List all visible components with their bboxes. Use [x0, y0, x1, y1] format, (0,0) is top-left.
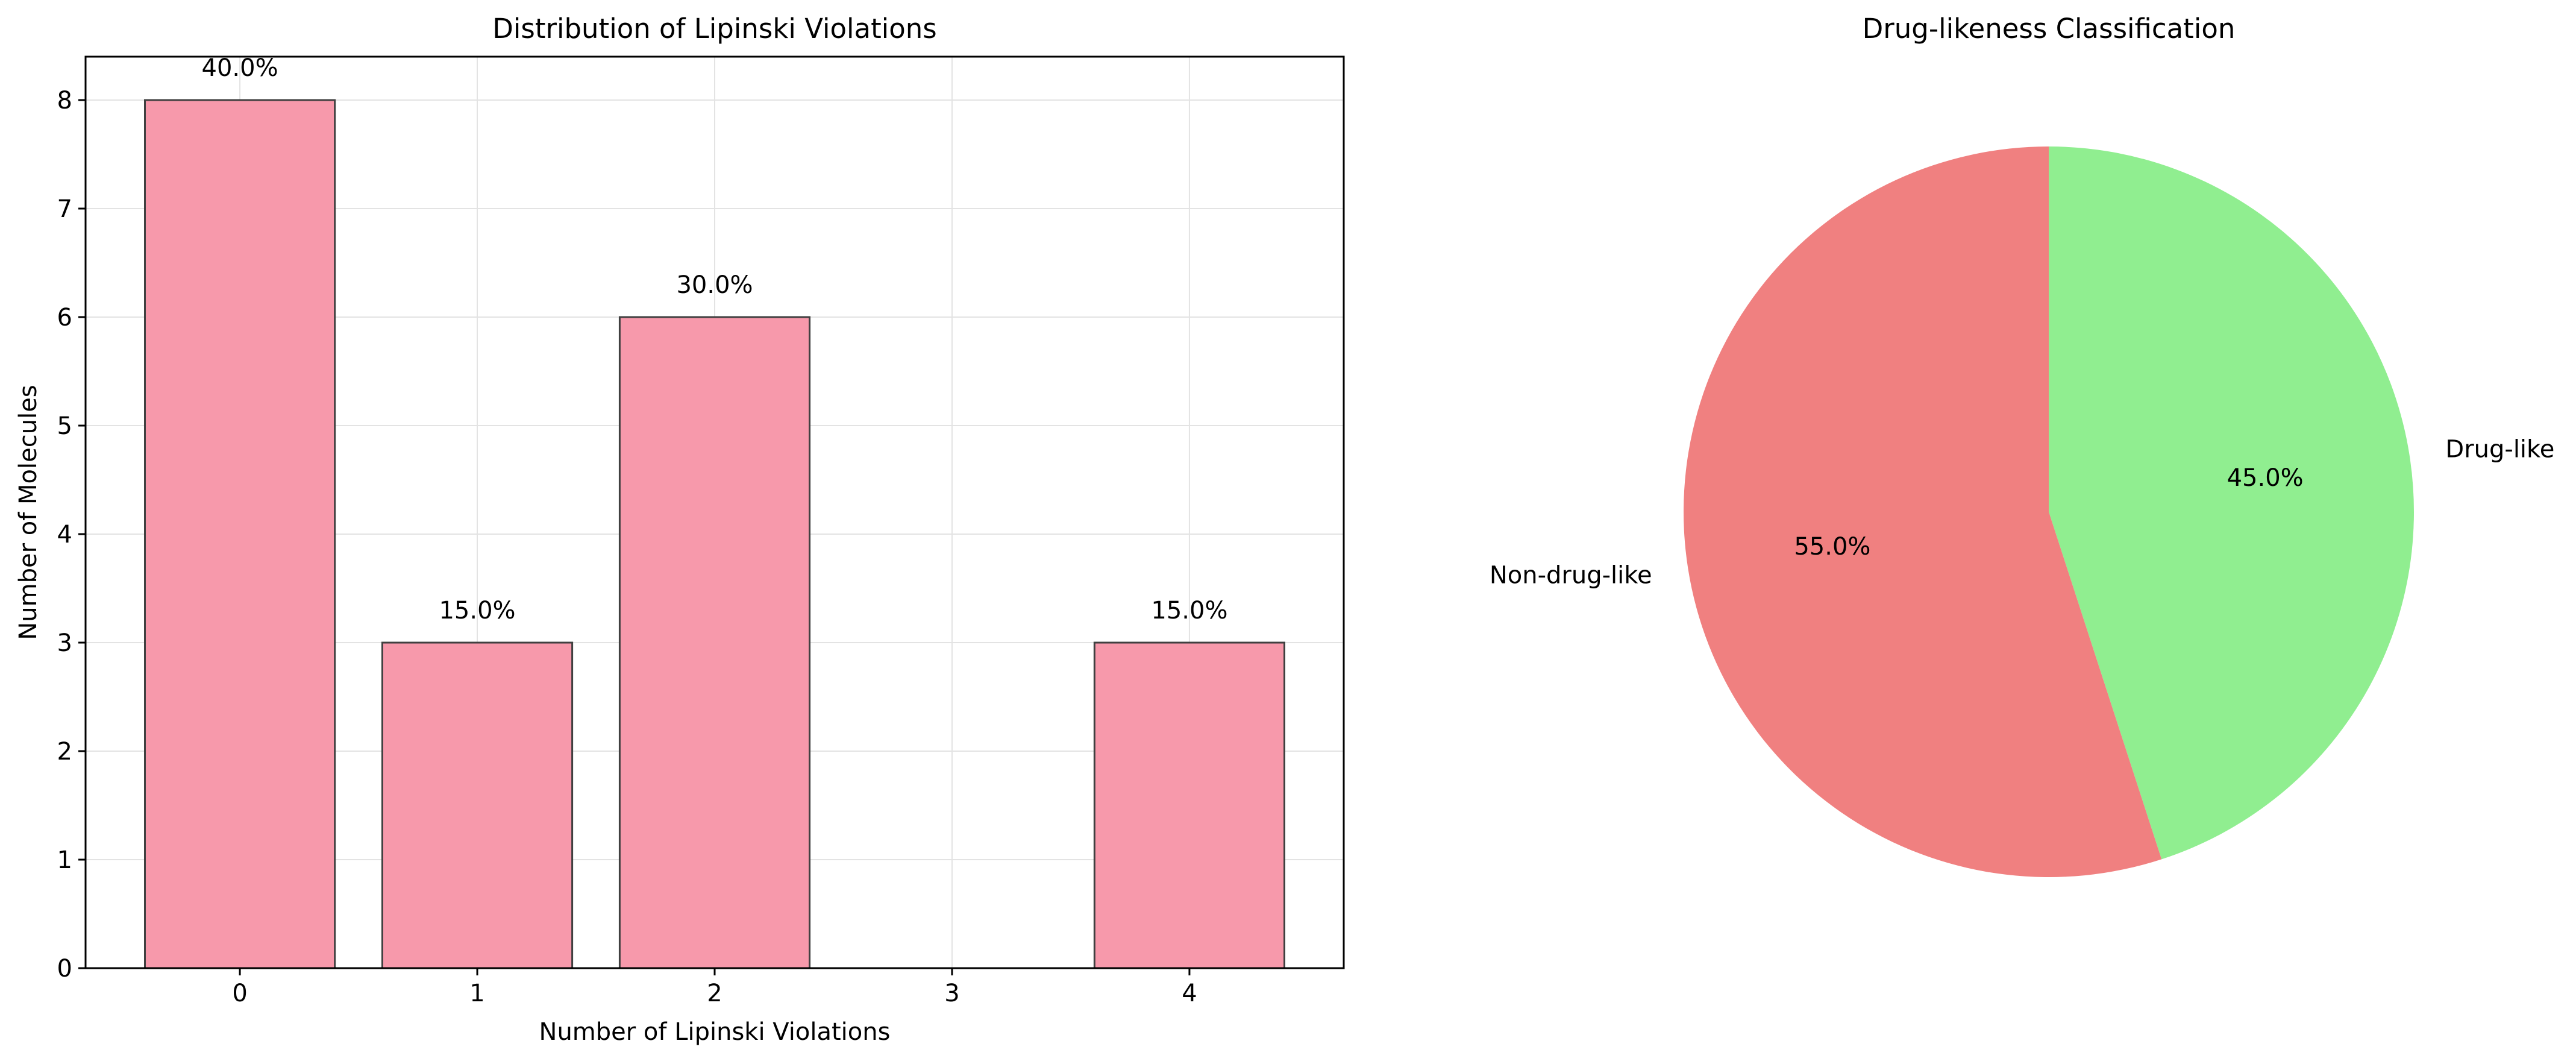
bar-4 [1093, 641, 1286, 969]
bar-y-tick-label: 1 [57, 846, 72, 874]
bar-x-ticks: 0 1 2 3 4 [232, 968, 1197, 1007]
pie-slices [1684, 146, 2415, 877]
pie-slice-drug-like [2049, 146, 2415, 860]
bar-1 [381, 641, 574, 969]
bar-y-tick-label: 7 [57, 195, 72, 223]
bar-x-tick-label: 0 [232, 980, 247, 1007]
pie-chart-title: Drug-likeness Classification [1863, 13, 2236, 45]
bar-chart-title: Distribution of Lipinski Violations [492, 13, 937, 45]
bar-chart: Distribution of Lipinski Violations 40.0… [14, 13, 1345, 1046]
pie-labels: 45.0% Drug-like 55.0% Non-drug-like [1490, 436, 2555, 590]
bar-y-tick-label: 8 [57, 87, 72, 115]
bar-y-ticks: 0 1 2 3 4 5 6 7 8 [57, 87, 86, 983]
bar-data-label: 15.0% [439, 597, 515, 625]
bar-x-tick-label: 3 [944, 980, 959, 1007]
bar-y-axis-label: Number of Molecules [14, 385, 42, 640]
bar-x-tick-label: 4 [1182, 980, 1197, 1007]
bar-series [143, 99, 1286, 969]
bar-data-label: 15.0% [1151, 597, 1227, 625]
pie-chart: Drug-likeness Classification 45.0% Drug-l… [1490, 13, 2555, 877]
bar-0 [143, 99, 336, 969]
bar-y-tick-label: 3 [57, 629, 72, 657]
bar-y-tick-label: 5 [57, 412, 72, 440]
bar-data-label: 40.0% [202, 54, 278, 82]
pie-percent-label: 45.0% [2227, 464, 2304, 492]
bar-x-tick-label: 1 [469, 980, 484, 1007]
pie-slice-label: Non-drug-like [1490, 561, 1652, 589]
bar-y-tick-label: 2 [57, 738, 72, 766]
bar-data-labels: 40.0% 15.0% 30.0% 15.0% [202, 54, 1228, 625]
bar-y-tick-label: 0 [57, 955, 72, 983]
pie-slice-label: Drug-like [2445, 436, 2554, 464]
bar-x-axis-label: Number of Lipinski Violations [539, 1018, 891, 1046]
bar-y-tick-label: 6 [57, 304, 72, 332]
bar-y-tick-label: 4 [57, 521, 72, 549]
bar-data-label: 30.0% [676, 271, 753, 299]
bar-2 [618, 316, 811, 969]
pie-percent-label: 55.0% [1794, 533, 1870, 561]
pie-slice-non-drug-like [1684, 146, 2162, 877]
bar-x-tick-label: 2 [707, 980, 722, 1007]
